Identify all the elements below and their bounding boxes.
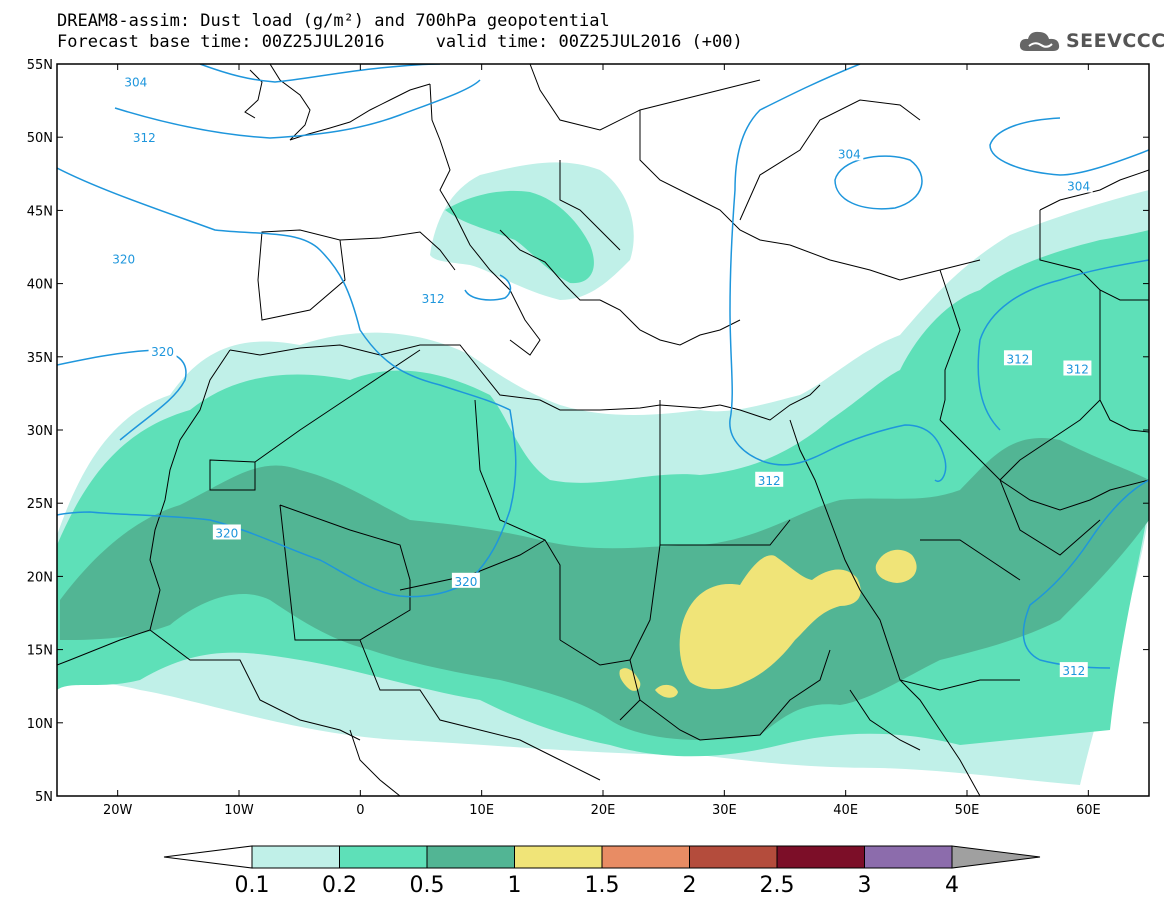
lon-label: 10E (469, 803, 494, 818)
colorbar-over-arrow (951, 845, 1041, 869)
lat-label: 40N (27, 278, 53, 293)
logo-text: SEEVCCC (1066, 30, 1165, 52)
isoline-label-text: 304 (124, 76, 147, 90)
dust-shading (57, 162, 1149, 785)
lon-label: 20E (591, 803, 616, 818)
lon-label: 0 (356, 803, 364, 818)
isoline-label: 312 (419, 290, 448, 306)
lon-label: 40E (833, 803, 858, 818)
isoline-label-text: 312 (758, 474, 781, 488)
lat-label: 20N (27, 570, 53, 585)
map-title: DREAM8-assim: Dust load (g/m²) and 700hP… (57, 11, 610, 31)
cloud-icon (1019, 31, 1060, 51)
lat-label: 50N (27, 131, 53, 146)
lat-label: 55N (27, 58, 53, 73)
lon-label: 60E (1076, 803, 1101, 818)
isoline-label: 312 (1059, 662, 1088, 678)
forecast-time-line: Forecast base time: 00Z25JUL2016 valid t… (57, 32, 743, 52)
seevccc-logo: SEEVCCC (1018, 27, 1165, 55)
colorbar-level-label: 1.5 (585, 873, 620, 898)
isoline-label: 304 (1064, 177, 1093, 194)
lat-label: 15N (27, 644, 53, 659)
isoline-label-text: 312 (1007, 352, 1030, 366)
isoline-labels: 304 312 320 312 320 320 320 312 312 312 304 304 312 (109, 73, 1093, 678)
colorbar: 0.1 0.2 0.5 1 1.5 2 2.5 3 4 (163, 845, 1041, 898)
lat-label: 5N (35, 790, 53, 805)
isoline-label: 304 (121, 73, 150, 90)
isoline-label-text: 312 (133, 131, 156, 145)
dust-area-0-5 (60, 438, 1149, 740)
dust-area-1-small-c (655, 684, 678, 698)
colorbar-swatch (776, 845, 865, 869)
axes: 55N 50N 45N 40N 35N 30N 25N 20N 15N 10N 5N 20W 10W 0 1… (27, 58, 1149, 818)
isoline-label-text: 320 (454, 575, 477, 589)
colorbar-level-label: 3 (858, 873, 872, 898)
isoline-label: 320 (212, 524, 241, 540)
isoline-label-text: 320 (215, 526, 238, 540)
isoline-label: 312 (130, 129, 159, 145)
isoline-label-text: 320 (112, 253, 135, 267)
lat-label: 35N (27, 351, 53, 366)
colorbar-swatch (864, 845, 953, 869)
isoline-label: 320 (148, 342, 177, 359)
colorbar-swatch (339, 845, 428, 869)
lat-label: 25N (27, 497, 53, 512)
lon-label: 30E (712, 803, 737, 818)
isoline-label-text: 304 (838, 147, 861, 161)
colorbar-level-label: 4 (945, 873, 959, 898)
isoline-label: 312 (1063, 360, 1092, 377)
isoline-label: 312 (755, 471, 784, 488)
dust-area-1 (679, 555, 861, 690)
colorbar-swatch (426, 845, 515, 869)
geopotential-isolines (57, 64, 1149, 669)
colorbar-swatch (251, 845, 340, 869)
dust-area-1-small-a (875, 549, 917, 583)
lat-label: 45N (27, 204, 53, 219)
lat-label: 10N (27, 717, 53, 732)
dust-area-0-2-north (445, 190, 594, 284)
isoline-label: 312 (1003, 350, 1032, 366)
dust-area-1-small-b (619, 668, 641, 691)
lon-label: 20W (103, 803, 133, 818)
isoline-label-text: 304 (1067, 180, 1090, 194)
colorbar-level-label: 2 (683, 873, 697, 898)
colorbar-level-label: 0.5 (410, 873, 445, 898)
colorbar-level-label: 0.1 (235, 873, 270, 898)
isoline-label-text: 312 (1062, 664, 1085, 678)
isoline-label-text: 320 (151, 345, 174, 359)
isoline-label-text: 312 (1066, 363, 1089, 377)
colorbar-swatch (514, 845, 603, 869)
isoline-label: 320 (109, 250, 138, 267)
isoline-label-text: 312 (422, 292, 445, 306)
colorbar-level-label: 1 (508, 873, 522, 898)
colorbar-swatch (601, 845, 690, 869)
map-area: 304 312 320 312 320 320 320 312 312 312 304 304 312 (57, 64, 1149, 796)
colorbar-swatch (689, 845, 778, 869)
colorbar-under-arrow (163, 845, 253, 869)
lat-label: 30N (27, 424, 53, 439)
isoline-label: 320 (451, 572, 480, 589)
isoline-label: 304 (835, 145, 864, 161)
lon-label: 50E (955, 803, 980, 818)
colorbar-level-label: 0.2 (322, 873, 357, 898)
lon-label: 10W (224, 803, 254, 818)
colorbar-level-label: 2.5 (760, 873, 795, 898)
